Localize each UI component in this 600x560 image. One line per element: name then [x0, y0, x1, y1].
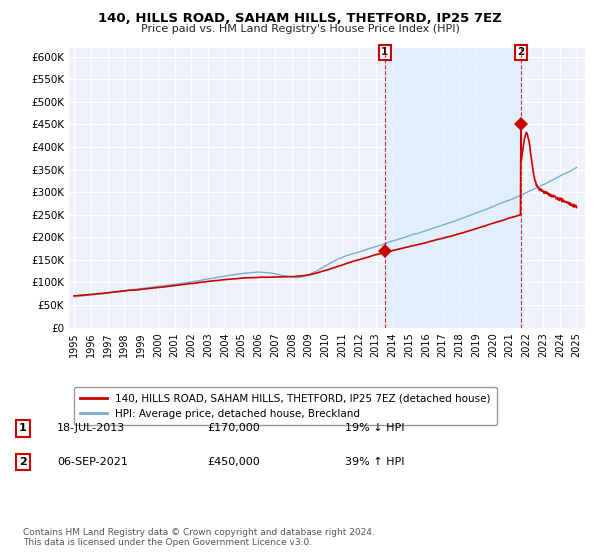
- Text: 39% ↑ HPI: 39% ↑ HPI: [345, 457, 404, 467]
- Legend: 140, HILLS ROAD, SAHAM HILLS, THETFORD, IP25 7EZ (detached house), HPI: Average : 140, HILLS ROAD, SAHAM HILLS, THETFORD, …: [74, 388, 497, 425]
- Text: 18-JUL-2013: 18-JUL-2013: [57, 423, 125, 433]
- Text: 1: 1: [381, 47, 388, 57]
- Text: 140, HILLS ROAD, SAHAM HILLS, THETFORD, IP25 7EZ: 140, HILLS ROAD, SAHAM HILLS, THETFORD, …: [98, 12, 502, 25]
- Text: £170,000: £170,000: [207, 423, 260, 433]
- Text: 06-SEP-2021: 06-SEP-2021: [57, 457, 128, 467]
- Text: Contains HM Land Registry data © Crown copyright and database right 2024.
This d: Contains HM Land Registry data © Crown c…: [23, 528, 374, 547]
- Text: 19% ↓ HPI: 19% ↓ HPI: [345, 423, 404, 433]
- Text: 2: 2: [19, 457, 26, 467]
- Text: Price paid vs. HM Land Registry's House Price Index (HPI): Price paid vs. HM Land Registry's House …: [140, 24, 460, 34]
- Text: 2: 2: [517, 47, 524, 57]
- Text: £450,000: £450,000: [207, 457, 260, 467]
- Bar: [385, 48, 521, 328]
- Text: 1: 1: [19, 423, 26, 433]
